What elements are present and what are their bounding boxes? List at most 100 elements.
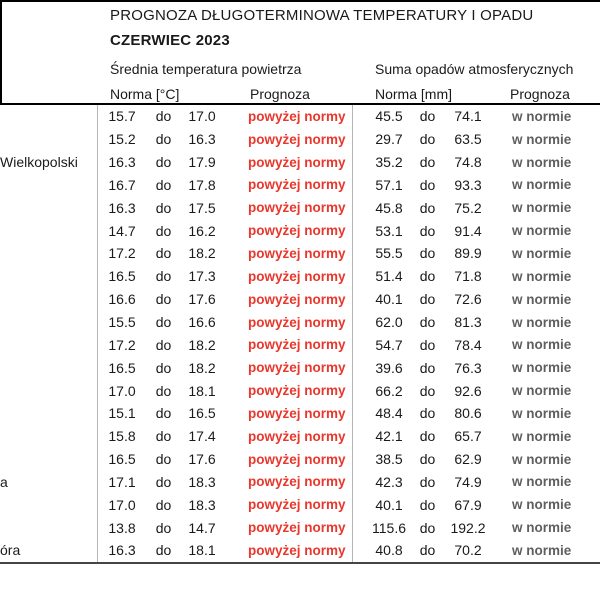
- temp-forecast-cell: powyżej normy: [248, 542, 346, 558]
- table-row: 15.2 do 16.3 powyżej normy 29.7 do 63.5 …: [0, 128, 600, 151]
- temp-range-separator: do: [155, 473, 172, 490]
- temp-norm-high-cell: 16.3: [188, 131, 216, 148]
- city-name-cell: [0, 128, 95, 151]
- temp-forecast-cell: powyżej normy: [248, 131, 346, 147]
- temperature-section-header: Średnia temperatura powietrza: [110, 61, 302, 77]
- precip-norm-low-cell: 62.0: [375, 314, 403, 331]
- temp-norm-low-cell: 16.6: [108, 291, 136, 308]
- table-row: 17.2 do 18.2 powyżej normy 55.5 do 89.9 …: [0, 242, 600, 265]
- temp-range-separator: do: [155, 245, 172, 262]
- temp-norm-high-cell: 17.5: [188, 199, 216, 216]
- precip-norm-high-cell: 78.4: [454, 336, 482, 353]
- precip-norm-high-cell: 72.6: [454, 291, 482, 308]
- temp-norm-low-cell: 17.0: [108, 496, 136, 513]
- temp-norm-low-cell: 16.3: [108, 199, 136, 216]
- precip-norm-high-cell: 67.9: [454, 496, 482, 513]
- temp-norm-low-cell: 13.8: [108, 519, 136, 536]
- table-row: 17.0 do 18.1 powyżej normy 66.2 do 92.6 …: [0, 379, 600, 402]
- city-name-cell: [0, 425, 95, 448]
- temp-norm-high-cell: 18.3: [188, 473, 216, 490]
- temp-norm-low-cell: 17.1: [108, 473, 136, 490]
- temp-norm-high-cell: 14.7: [188, 519, 216, 536]
- table-row: 13.8 do 14.7 powyżej normy 115.6 do 192.…: [0, 516, 600, 539]
- temp-range-separator: do: [155, 154, 172, 171]
- precip-norm-low-cell: 48.4: [375, 405, 403, 422]
- table-row: 16.7 do 17.8 powyżej normy 57.1 do 93.3 …: [0, 174, 600, 197]
- precip-norm-low-cell: 39.6: [375, 359, 403, 376]
- precip-norm-low-cell: 115.6: [372, 519, 406, 536]
- temp-forecast-cell: powyżej normy: [248, 520, 346, 536]
- precip-norm-low-cell: 45.8: [375, 199, 403, 216]
- temp-range-separator: do: [155, 291, 172, 308]
- temp-range-separator: do: [155, 199, 172, 216]
- precip-norm-high-cell: 65.7: [454, 428, 482, 445]
- temp-norm-low-cell: 16.5: [108, 268, 136, 285]
- city-name-cell: [0, 265, 95, 288]
- precip-range-separator: do: [419, 336, 436, 353]
- table-row: 16.3 do 17.5 powyżej normy 45.8 do 75.2 …: [0, 196, 600, 219]
- temp-forecast-cell: powyżej normy: [248, 223, 346, 239]
- precip-norm-low-cell: 42.3: [375, 473, 403, 490]
- precip-range-separator: do: [419, 496, 436, 513]
- table-row: óra 16.3 do 18.1 powyżej normy 40.8 do 7…: [0, 539, 600, 562]
- temp-forecast-cell: powyżej normy: [248, 245, 346, 261]
- precip-forecast-cell: w normie: [512, 383, 572, 399]
- temp-forecast-cell: powyżej normy: [248, 405, 346, 421]
- city-name-cell: [0, 288, 95, 311]
- precip-range-separator: do: [419, 382, 436, 399]
- temp-norm-high-cell: 17.4: [188, 428, 216, 445]
- precip-norm-high-cell: 74.9: [454, 473, 482, 490]
- temp-norm-high-cell: 17.3: [188, 268, 216, 285]
- precip-norm-low-cell: 54.7: [375, 336, 403, 353]
- precip-forecast-cell: w normie: [512, 360, 572, 376]
- city-name-cell: [0, 219, 95, 242]
- temp-norm-low-cell: 16.5: [108, 359, 136, 376]
- table-body: 15.7 do 17.0 powyżej normy 45.5 do 74.1 …: [0, 105, 600, 562]
- temp-range-separator: do: [155, 496, 172, 513]
- temp-forecast-cell: powyżej normy: [248, 451, 346, 467]
- precip-norm-high-cell: 92.6: [454, 382, 482, 399]
- temp-norm-high-cell: 16.2: [188, 222, 216, 239]
- table-row: 15.8 do 17.4 powyżej normy 42.1 do 65.7 …: [0, 425, 600, 448]
- temp-norm-high-cell: 18.1: [188, 542, 216, 559]
- temp-norm-low-cell: 16.3: [108, 542, 136, 559]
- precip-forecast-cell: w normie: [512, 108, 572, 124]
- city-name-cell: [0, 196, 95, 219]
- table-row: 16.5 do 17.6 powyżej normy 38.5 do 62.9 …: [0, 448, 600, 471]
- table-top-border: [0, 0, 600, 2]
- temp-range-separator: do: [155, 451, 172, 468]
- temp-norm-high-cell: 18.1: [188, 382, 216, 399]
- city-name-cell: [0, 356, 95, 379]
- table-row: 15.1 do 16.5 powyżej normy 48.4 do 80.6 …: [0, 402, 600, 425]
- temp-norm-high-cell: 16.6: [188, 314, 216, 331]
- temp-norm-low-cell: 14.7: [108, 222, 136, 239]
- precip-forecast-cell: w normie: [512, 268, 572, 284]
- precip-forecast-cell: w normie: [512, 451, 572, 467]
- precip-norm-high-cell: 93.3: [454, 176, 482, 193]
- precip-norm-high-cell: 80.6: [454, 405, 482, 422]
- temp-norm-high-cell: 16.5: [188, 405, 216, 422]
- precip-norm-high-cell: 74.8: [454, 154, 482, 171]
- temp-forecast-cell: powyżej normy: [248, 154, 346, 170]
- city-name-cell: a: [0, 473, 8, 490]
- city-name-cell: [0, 379, 95, 402]
- precip-range-separator: do: [419, 245, 436, 262]
- precip-norm-high-cell: 70.2: [454, 542, 482, 559]
- city-name-cell: Wielkopolski: [0, 154, 78, 171]
- temp-norm-low-cell: 16.3: [108, 154, 136, 171]
- temp-norm-high-cell: 17.0: [188, 108, 216, 125]
- temp-norm-low-cell: 17.2: [108, 336, 136, 353]
- precip-norm-high-cell: 74.1: [454, 108, 482, 125]
- table-row: 16.6 do 17.6 powyżej normy 40.1 do 72.6 …: [0, 288, 600, 311]
- temp-range-separator: do: [155, 428, 172, 445]
- precip-forecast-cell: w normie: [512, 542, 572, 558]
- precip-forecast-cell: w normie: [512, 405, 572, 421]
- table-row: 14.7 do 16.2 powyżej normy 53.1 do 91.4 …: [0, 219, 600, 242]
- precip-forecast-cell: w normie: [512, 337, 572, 353]
- temp-forecast-cell: powyżej normy: [248, 291, 346, 307]
- city-name-cell: [0, 311, 95, 334]
- precip-range-separator: do: [419, 428, 436, 445]
- temp-norm-high-cell: 18.2: [188, 245, 216, 262]
- city-name-cell: [0, 402, 95, 425]
- table-row: 17.2 do 18.2 powyżej normy 54.7 do 78.4 …: [0, 333, 600, 356]
